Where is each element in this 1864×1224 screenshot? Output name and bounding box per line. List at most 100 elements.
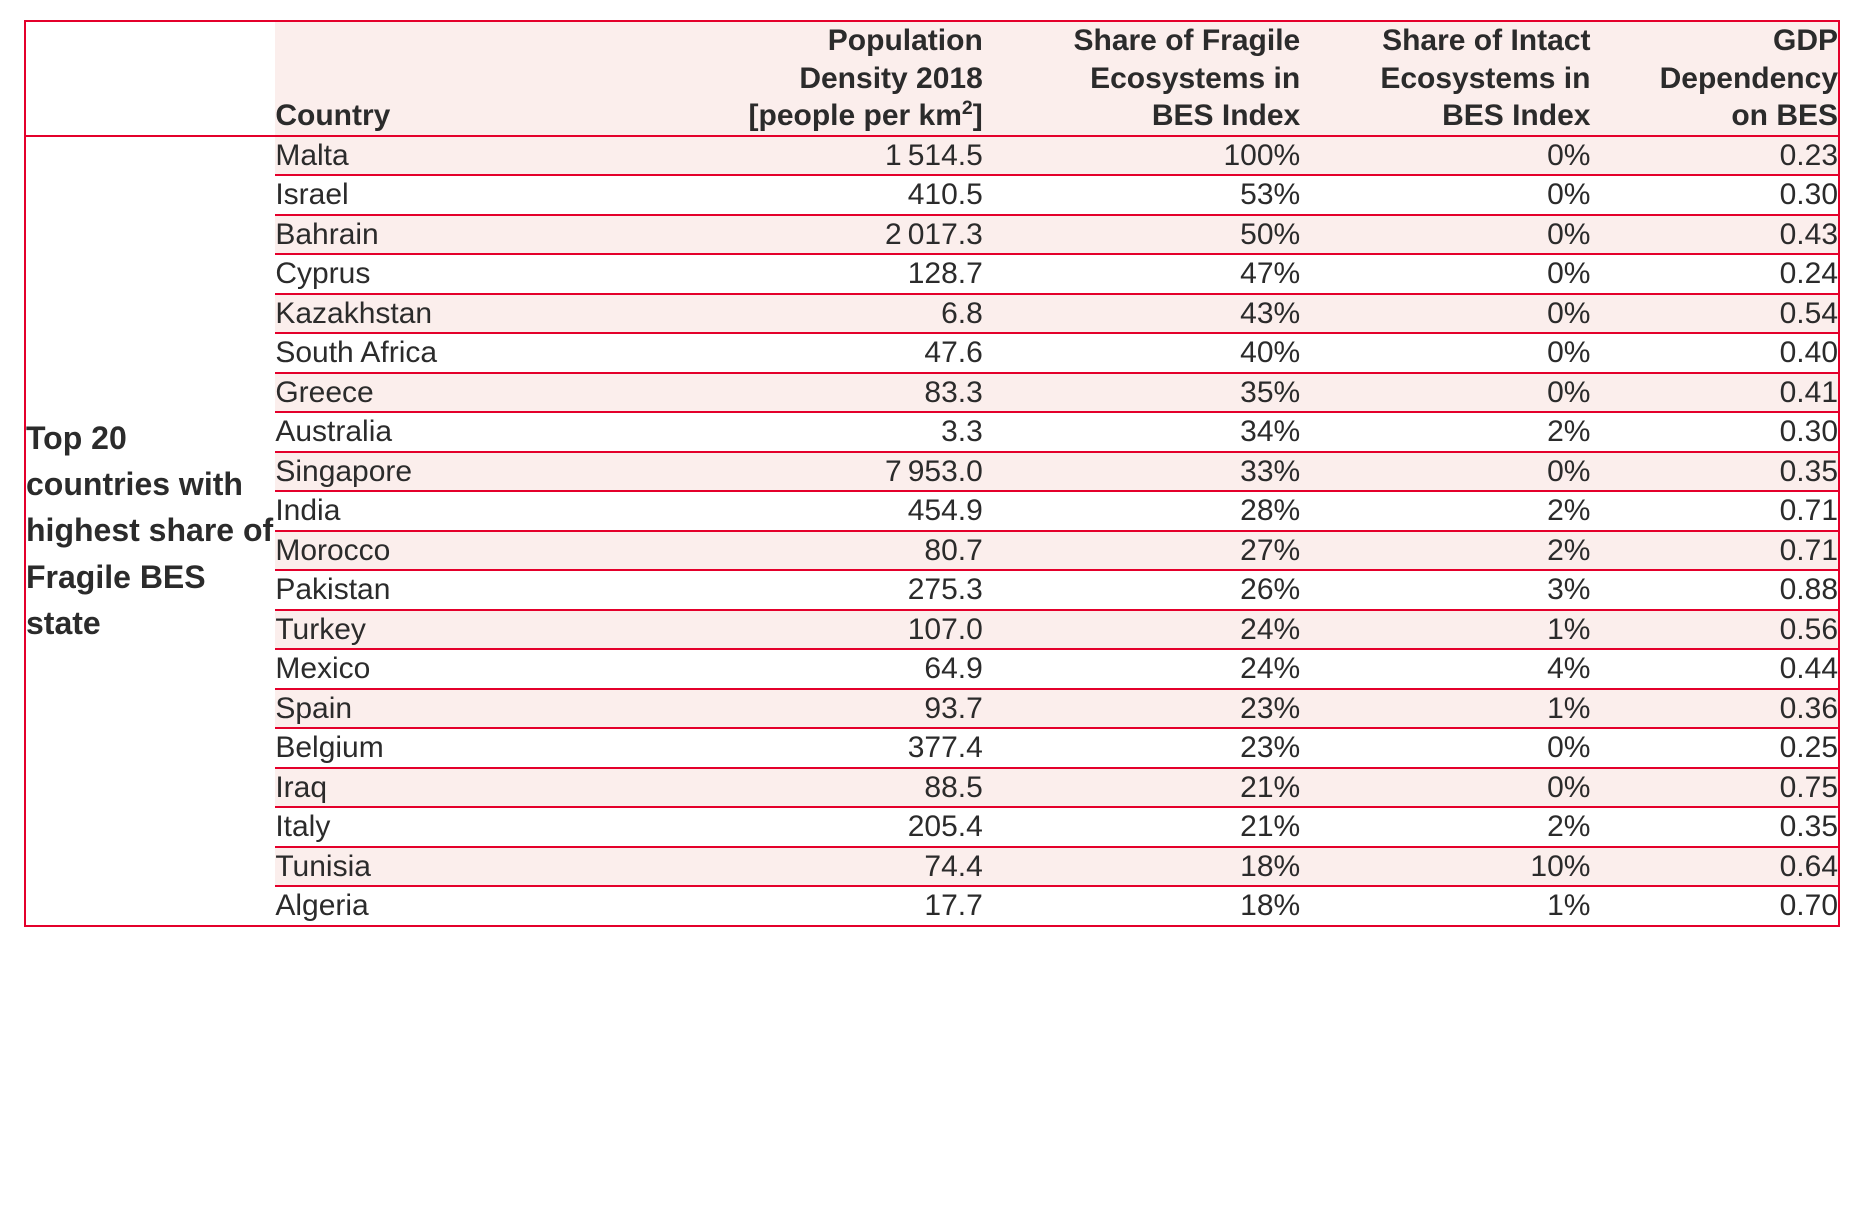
table-row: India454.928%2%0.71 <box>25 491 1839 531</box>
cell-intact: 0% <box>1300 728 1590 768</box>
cell-fragile: 100% <box>983 136 1300 176</box>
cell-density: 2 017.3 <box>620 215 983 255</box>
cell-intact: 1% <box>1300 610 1590 650</box>
cell-fragile: 18% <box>983 847 1300 887</box>
cell-fragile: 47% <box>983 254 1300 294</box>
cell-density: 93.7 <box>620 689 983 729</box>
table-row: Belgium377.423%0%0.25 <box>25 728 1839 768</box>
header-density-l1: Population <box>828 24 983 57</box>
table-row: Israel410.553%0%0.30 <box>25 175 1839 215</box>
cell-gdp: 0.64 <box>1590 847 1839 887</box>
cell-intact: 0% <box>1300 175 1590 215</box>
cell-intact: 0% <box>1300 254 1590 294</box>
cell-intact: 0% <box>1300 452 1590 492</box>
cell-intact: 0% <box>1300 333 1590 373</box>
cell-intact: 1% <box>1300 886 1590 926</box>
cell-density: 205.4 <box>620 807 983 847</box>
cell-density: 377.4 <box>620 728 983 768</box>
table-row: Top 20 countries with highest share of F… <box>25 136 1839 176</box>
cell-intact: 1% <box>1300 689 1590 729</box>
cell-gdp: 0.43 <box>1590 215 1839 255</box>
cell-intact: 4% <box>1300 649 1590 689</box>
header-fragile-l3: BES Index <box>1152 99 1300 132</box>
header-intact: Share of Intact Ecosystems in BES Index <box>1300 21 1590 136</box>
cell-gdp: 0.35 <box>1590 452 1839 492</box>
cell-country: Greece <box>275 373 620 413</box>
cell-intact: 10% <box>1300 847 1590 887</box>
cell-country: Israel <box>275 175 620 215</box>
cell-fragile: 35% <box>983 373 1300 413</box>
table-row: Tunisia74.418%10%0.64 <box>25 847 1839 887</box>
cell-gdp: 0.75 <box>1590 768 1839 808</box>
cell-intact: 2% <box>1300 531 1590 571</box>
table-row: Morocco80.727%2%0.71 <box>25 531 1839 571</box>
cell-density: 128.7 <box>620 254 983 294</box>
table-row: Algeria17.718%1%0.70 <box>25 886 1839 926</box>
cell-intact: 2% <box>1300 412 1590 452</box>
cell-gdp: 0.24 <box>1590 254 1839 294</box>
cell-country: Iraq <box>275 768 620 808</box>
cell-fragile: 34% <box>983 412 1300 452</box>
header-intact-l1: Share of Intact <box>1382 24 1590 57</box>
cell-country: Kazakhstan <box>275 294 620 334</box>
cell-gdp: 0.30 <box>1590 412 1839 452</box>
cell-density: 454.9 <box>620 491 983 531</box>
cell-density: 74.4 <box>620 847 983 887</box>
cell-country: Morocco <box>275 531 620 571</box>
cell-country: Malta <box>275 136 620 176</box>
table-row: Italy205.421%2%0.35 <box>25 807 1839 847</box>
cell-country: India <box>275 491 620 531</box>
cell-gdp: 0.71 <box>1590 531 1839 571</box>
cell-density: 7 953.0 <box>620 452 983 492</box>
cell-density: 17.7 <box>620 886 983 926</box>
header-row: Country Population Density 2018 [people … <box>25 21 1839 136</box>
table-row: Iraq88.521%0%0.75 <box>25 768 1839 808</box>
cell-fragile: 18% <box>983 886 1300 926</box>
cell-gdp: 0.71 <box>1590 491 1839 531</box>
cell-gdp: 0.35 <box>1590 807 1839 847</box>
cell-gdp: 0.44 <box>1590 649 1839 689</box>
header-intact-l3: BES Index <box>1442 99 1590 132</box>
cell-intact: 0% <box>1300 373 1590 413</box>
cell-country: Mexico <box>275 649 620 689</box>
superscript-2: 2 <box>962 97 973 119</box>
cell-gdp: 0.54 <box>1590 294 1839 334</box>
header-density-l3b: ] <box>973 99 983 132</box>
cell-fragile: 26% <box>983 570 1300 610</box>
header-fragile-l1: Share of Fragile <box>1073 24 1300 57</box>
cell-density: 6.8 <box>620 294 983 334</box>
header-gdp-l3: on BES <box>1731 99 1838 132</box>
cell-intact: 0% <box>1300 768 1590 808</box>
cell-intact: 0% <box>1300 294 1590 334</box>
cell-gdp: 0.56 <box>1590 610 1839 650</box>
cell-gdp: 0.70 <box>1590 886 1839 926</box>
cell-intact: 2% <box>1300 807 1590 847</box>
cell-fragile: 53% <box>983 175 1300 215</box>
table-body: Top 20 countries with highest share of F… <box>25 136 1839 926</box>
header-country: Country <box>275 21 620 136</box>
header-gdp: GDP Dependency on BES <box>1590 21 1839 136</box>
cell-density: 47.6 <box>620 333 983 373</box>
cell-country: Cyprus <box>275 254 620 294</box>
cell-country: Singapore <box>275 452 620 492</box>
cell-country: Italy <box>275 807 620 847</box>
cell-gdp: 0.88 <box>1590 570 1839 610</box>
cell-country: Pakistan <box>275 570 620 610</box>
header-gdp-l1: GDP <box>1773 24 1838 57</box>
group-label: Top 20 countries with highest share of F… <box>25 136 275 926</box>
header-fragile: Share of Fragile Ecosystems in BES Index <box>983 21 1300 136</box>
cell-country: Spain <box>275 689 620 729</box>
cell-density: 410.5 <box>620 175 983 215</box>
header-density-l3a: [people per km <box>749 99 962 132</box>
table-row: Kazakhstan6.843%0%0.54 <box>25 294 1839 334</box>
cell-density: 83.3 <box>620 373 983 413</box>
cell-density: 64.9 <box>620 649 983 689</box>
header-density-l2: Density 2018 <box>799 62 982 95</box>
cell-fragile: 40% <box>983 333 1300 373</box>
cell-country: Tunisia <box>275 847 620 887</box>
bes-table: Country Population Density 2018 [people … <box>24 20 1840 927</box>
cell-fragile: 24% <box>983 649 1300 689</box>
table-row: Pakistan275.326%3%0.88 <box>25 570 1839 610</box>
cell-fragile: 24% <box>983 610 1300 650</box>
cell-gdp: 0.23 <box>1590 136 1839 176</box>
